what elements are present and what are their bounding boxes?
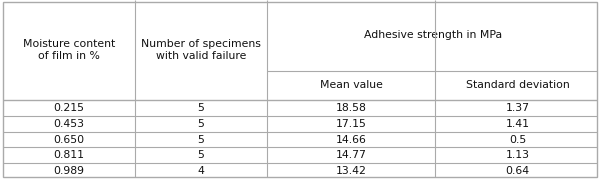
Text: 4: 4 xyxy=(197,166,205,176)
Text: Moisture content
of film in %: Moisture content of film in % xyxy=(23,39,115,61)
Text: 1.13: 1.13 xyxy=(505,150,530,160)
Text: 0.811: 0.811 xyxy=(53,150,85,160)
Text: Mean value: Mean value xyxy=(320,81,382,90)
Text: 5: 5 xyxy=(197,119,205,129)
Text: 0.650: 0.650 xyxy=(53,135,85,145)
Text: Standard deviation: Standard deviation xyxy=(466,81,569,90)
Text: Adhesive strength in MPa: Adhesive strength in MPa xyxy=(364,30,503,40)
Text: 14.66: 14.66 xyxy=(335,135,367,145)
Text: 14.77: 14.77 xyxy=(335,150,367,160)
Text: Number of specimens
with valid failure: Number of specimens with valid failure xyxy=(141,39,261,61)
Text: 1.37: 1.37 xyxy=(505,103,530,113)
Text: 5: 5 xyxy=(197,135,205,145)
Text: 5: 5 xyxy=(197,103,205,113)
Text: 1.41: 1.41 xyxy=(505,119,530,129)
Text: 0.453: 0.453 xyxy=(53,119,85,129)
Text: 17.15: 17.15 xyxy=(335,119,367,129)
Text: 18.58: 18.58 xyxy=(335,103,367,113)
Text: 0.5: 0.5 xyxy=(509,135,526,145)
Text: 0.64: 0.64 xyxy=(505,166,530,176)
Text: 0.989: 0.989 xyxy=(53,166,85,176)
Text: 5: 5 xyxy=(197,150,205,160)
Text: 0.215: 0.215 xyxy=(53,103,85,113)
Text: 13.42: 13.42 xyxy=(335,166,367,176)
